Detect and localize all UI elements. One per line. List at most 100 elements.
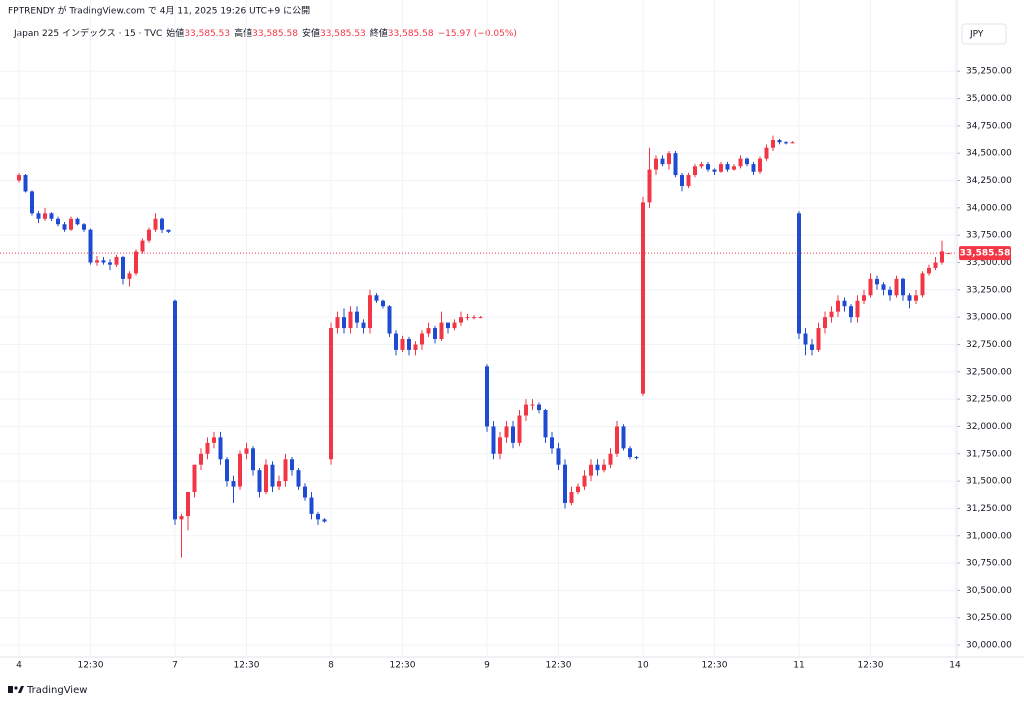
candle-body [862, 295, 866, 301]
candle-body [127, 273, 132, 279]
candle-body [244, 448, 249, 454]
x-tick-label: 11 [793, 661, 804, 671]
candle-body [699, 164, 704, 167]
candle-body [257, 470, 262, 493]
y-tick-label: 31,500.00 [966, 477, 1012, 487]
candle-body [459, 317, 463, 323]
candle-body [270, 464, 275, 487]
candle-body [719, 164, 723, 172]
candle-body [277, 481, 281, 487]
candle-body [940, 251, 944, 263]
candle-body [907, 295, 912, 301]
candle-body [166, 229, 171, 232]
published-note: FPTRENDY が TradingView.com で 4月 11, 2025… [8, 5, 310, 17]
candle-body [836, 300, 840, 312]
candle-body [641, 202, 645, 394]
candle-body [654, 158, 658, 170]
candle-body [342, 317, 346, 329]
candle-body [725, 164, 730, 170]
x-tick-label: 8 [328, 661, 334, 671]
candle-body [30, 191, 34, 214]
candle-body [524, 404, 528, 416]
candle-body [868, 278, 873, 296]
candle-body [582, 475, 587, 487]
candle-body [153, 218, 158, 230]
candle-body [426, 328, 431, 334]
candle-body [433, 328, 437, 339]
candle-body [17, 175, 21, 181]
candle-body [179, 516, 184, 520]
candle-body [283, 459, 288, 482]
candle-body [595, 464, 600, 471]
candle-body [108, 262, 112, 265]
x-tick-label: 12:30 [234, 661, 260, 671]
candle-body [738, 158, 743, 167]
currency-label: JPY [969, 30, 984, 40]
candle-body [316, 513, 320, 520]
candle-body [758, 158, 762, 172]
ohlc-value: 33,585.58 [252, 29, 298, 39]
y-tick-label: 31,000.00 [966, 531, 1012, 541]
candle-body [615, 426, 619, 454]
legend-line: Japan 225 インデックス · 15 · TVC始値33,585.53高値… [13, 27, 517, 39]
candle-body [309, 497, 314, 514]
candle-body [771, 140, 775, 148]
y-tick-label: 32,250.00 [966, 395, 1012, 405]
candle-body [62, 224, 67, 230]
candle-body [498, 437, 502, 454]
candle-body [192, 464, 197, 493]
logo-part [14, 686, 18, 690]
candle-body [537, 404, 541, 411]
ohlc-label: 終値 [370, 27, 388, 39]
candle-body [888, 289, 892, 296]
currency-button[interactable] [961, 23, 1007, 45]
ohlc-value: 33,585.58 [388, 29, 434, 39]
candle-body [823, 317, 827, 329]
candle-body [855, 300, 860, 318]
candle-body [264, 464, 268, 493]
candle-body [680, 175, 684, 186]
candle-body [394, 333, 398, 350]
candle-body [387, 306, 392, 334]
candle-body [335, 317, 340, 329]
x-tick-label: 14 [949, 661, 961, 671]
candle-body [751, 164, 756, 172]
symbol-title: Japan 225 インデックス · 15 · TVC [13, 27, 162, 39]
candle-body [816, 328, 821, 350]
candle-body [439, 322, 444, 339]
candle-body [82, 224, 86, 230]
candle-body [75, 218, 80, 225]
x-tick-label: 12:30 [78, 661, 104, 671]
candle-body [790, 142, 795, 144]
candle-body [114, 257, 119, 265]
candle-body [927, 267, 931, 274]
candle-body [472, 317, 476, 319]
candle-body [894, 278, 899, 296]
candle-body [413, 344, 418, 350]
candle-body [602, 464, 606, 471]
y-tick-label: 34,500.00 [966, 149, 1012, 159]
y-tick-label: 34,000.00 [966, 203, 1012, 213]
brand-name: TradingView [26, 685, 87, 696]
y-tick-label: 33,500.00 [966, 258, 1012, 268]
change: −15.97 (−0.05%) [438, 29, 517, 39]
candle-body [491, 426, 496, 454]
candle-body [621, 426, 626, 449]
candle-body [589, 464, 593, 476]
candle-body [732, 166, 736, 170]
candle-body [745, 158, 749, 165]
candle-body [660, 158, 665, 165]
candle-body [23, 175, 28, 192]
candle-body [303, 486, 307, 498]
candle-body [920, 273, 925, 296]
candle-body [88, 229, 93, 263]
y-tick-label: 32,500.00 [966, 367, 1012, 377]
candle-body [797, 213, 801, 334]
logo-part [8, 686, 13, 693]
candle-body [322, 519, 327, 522]
candle-body [881, 284, 886, 290]
y-tick-label: 35,250.00 [966, 67, 1012, 77]
candle-body [764, 147, 769, 159]
x-tick-label: 12:30 [546, 661, 572, 671]
ohlc-value: 33,585.53 [184, 29, 230, 39]
